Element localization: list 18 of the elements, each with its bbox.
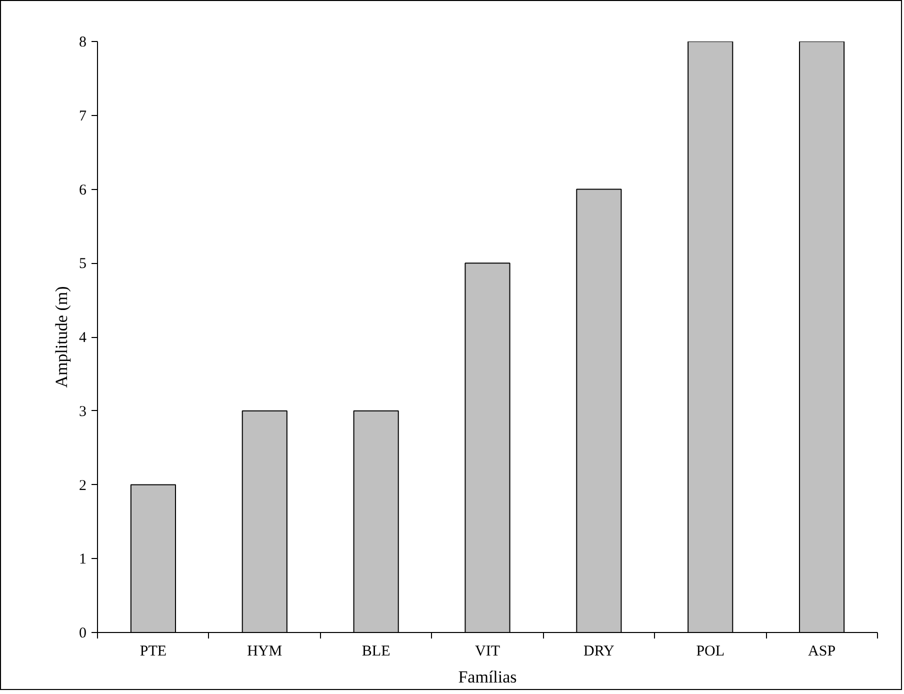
y-tick-label: 0 <box>79 626 86 642</box>
x-axis-title: Famílias <box>458 668 517 686</box>
y-axis-title: Amplitude (m) <box>52 286 71 388</box>
x-tick-label: POL <box>696 644 725 660</box>
x-tick-label: DRY <box>584 644 615 660</box>
y-tick-label: 1 <box>79 552 86 568</box>
x-tick-label: ASP <box>808 644 836 660</box>
y-tick-label: 8 <box>79 34 86 50</box>
x-tick-label: BLE <box>362 644 390 660</box>
x-tick-label: VIT <box>475 644 500 660</box>
y-tick-label: 4 <box>79 330 87 346</box>
y-tick-label: 2 <box>79 478 86 494</box>
y-tick-label: 5 <box>79 256 86 272</box>
x-tick-label: HYM <box>247 644 282 660</box>
x-tick-label: PTE <box>140 644 167 660</box>
y-tick-label: 6 <box>79 182 87 198</box>
y-tick-label: 7 <box>79 108 87 124</box>
y-tick-label: 3 <box>79 404 86 420</box>
